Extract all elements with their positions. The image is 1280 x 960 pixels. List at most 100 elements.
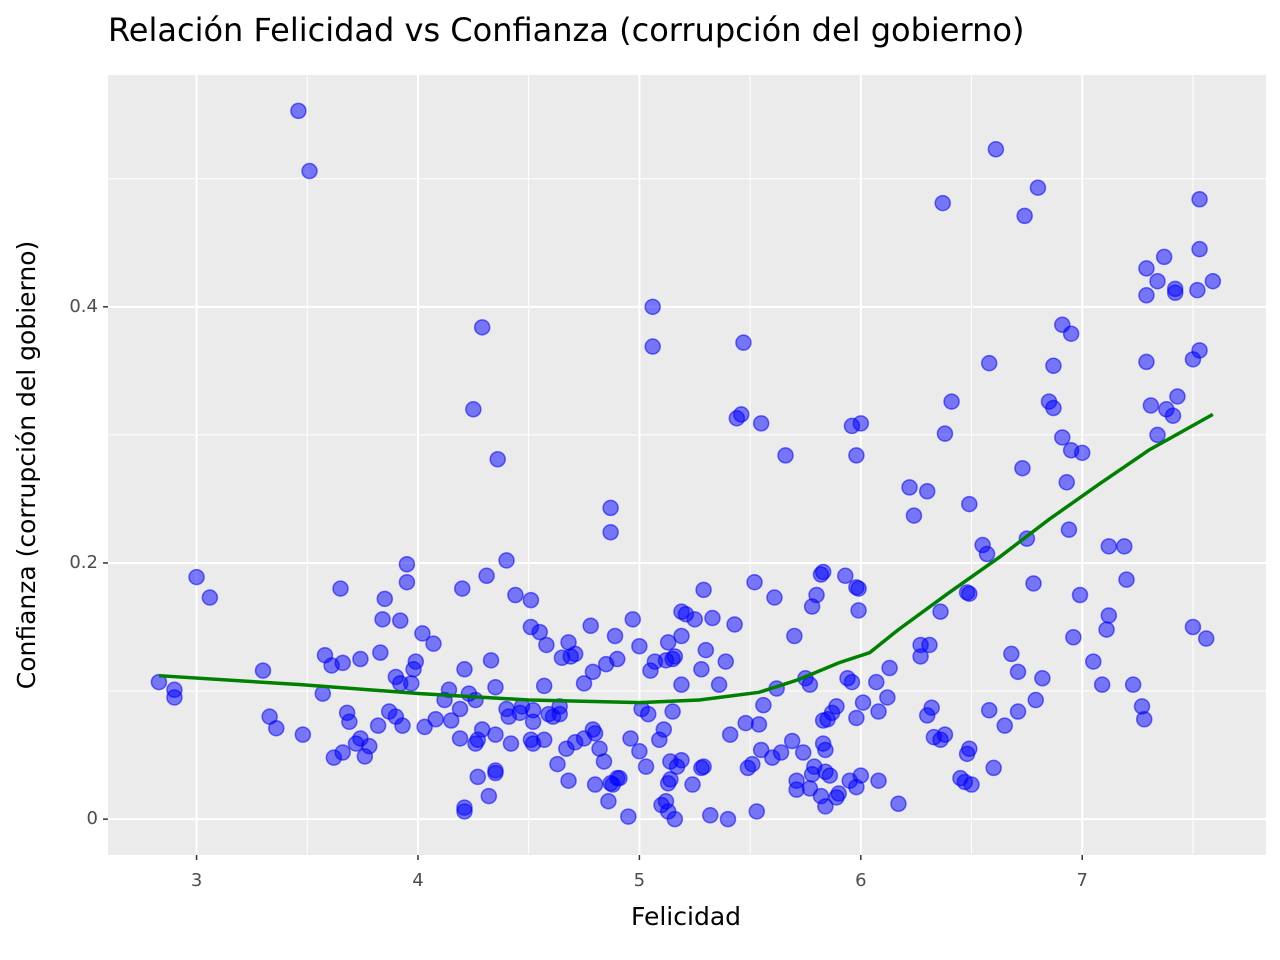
point xyxy=(1118,571,1135,588)
point xyxy=(566,645,584,663)
point xyxy=(644,298,661,316)
point xyxy=(1100,538,1118,555)
point xyxy=(201,589,219,606)
point xyxy=(1025,575,1042,592)
point xyxy=(403,675,420,692)
point xyxy=(1169,388,1186,405)
point xyxy=(821,767,839,784)
point xyxy=(794,744,812,761)
point xyxy=(932,603,949,620)
point xyxy=(268,719,285,737)
y-tick-label: 0.4 xyxy=(69,296,98,317)
point xyxy=(631,743,648,760)
point xyxy=(1062,325,1080,342)
point xyxy=(961,495,978,513)
point xyxy=(868,673,885,691)
point xyxy=(465,401,482,418)
point xyxy=(961,585,978,602)
point xyxy=(531,623,549,641)
point xyxy=(442,712,460,729)
point xyxy=(602,523,619,541)
point xyxy=(469,768,487,786)
point xyxy=(978,545,996,563)
point xyxy=(843,673,861,691)
point xyxy=(1142,397,1160,414)
point xyxy=(766,589,783,606)
point xyxy=(786,627,803,645)
point xyxy=(1100,607,1118,624)
point xyxy=(721,726,739,743)
point xyxy=(673,676,690,693)
point xyxy=(830,785,847,802)
point xyxy=(341,713,358,731)
point xyxy=(1073,444,1091,462)
point xyxy=(783,732,801,750)
point xyxy=(752,415,770,432)
point xyxy=(538,636,555,654)
point xyxy=(923,699,940,716)
point xyxy=(376,590,394,608)
point xyxy=(744,755,761,773)
point xyxy=(188,568,205,586)
point xyxy=(586,725,604,742)
point xyxy=(1149,272,1166,290)
point xyxy=(1149,426,1166,444)
point xyxy=(507,586,524,604)
point xyxy=(717,653,734,670)
point xyxy=(726,616,743,633)
point xyxy=(549,755,566,773)
point xyxy=(372,644,389,661)
point xyxy=(985,759,1002,777)
point xyxy=(1116,538,1133,555)
point xyxy=(600,792,617,810)
point xyxy=(394,717,411,734)
point xyxy=(848,447,865,464)
point xyxy=(294,726,312,743)
point xyxy=(487,726,504,743)
point xyxy=(478,567,495,585)
point xyxy=(482,652,500,669)
point xyxy=(748,803,765,820)
point xyxy=(980,702,998,719)
point xyxy=(1045,399,1062,417)
point xyxy=(837,567,854,585)
point xyxy=(602,499,619,517)
point xyxy=(535,677,553,695)
point xyxy=(606,627,624,645)
point xyxy=(710,676,728,693)
point xyxy=(750,716,768,733)
point xyxy=(1085,653,1102,670)
point xyxy=(624,611,642,628)
point xyxy=(489,450,506,468)
point xyxy=(1155,248,1173,266)
point xyxy=(451,700,469,718)
chart-title: Relación Felicidad vs Confianza (corrupc… xyxy=(108,11,1024,49)
point xyxy=(1065,629,1082,646)
point xyxy=(735,334,752,351)
point xyxy=(290,102,307,120)
point xyxy=(879,689,896,706)
point xyxy=(936,726,954,743)
point xyxy=(655,721,673,738)
point xyxy=(943,393,960,410)
point xyxy=(374,611,391,628)
point xyxy=(369,717,387,734)
point xyxy=(852,415,870,432)
point xyxy=(980,354,998,372)
point xyxy=(480,787,498,805)
point xyxy=(1191,240,1208,258)
point xyxy=(334,654,351,672)
point xyxy=(1054,429,1071,446)
point xyxy=(814,563,832,581)
point xyxy=(850,602,867,619)
point xyxy=(777,447,794,464)
point xyxy=(695,581,712,599)
x-axis-label: Felicidad xyxy=(631,902,741,931)
point xyxy=(1189,281,1206,299)
plot-panel xyxy=(108,75,1266,855)
point xyxy=(1138,353,1155,371)
point xyxy=(697,641,715,659)
point xyxy=(850,580,867,597)
point xyxy=(890,795,907,813)
